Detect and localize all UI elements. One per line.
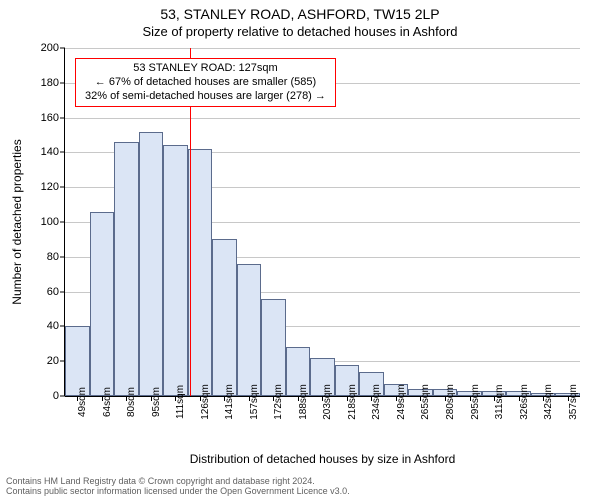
x-axis-label: Distribution of detached houses by size … [65, 452, 580, 466]
y-tick-label: 140 [41, 146, 59, 158]
x-tick-label: 234sqm [371, 384, 382, 420]
y-tick-mark [60, 82, 65, 83]
x-tick-label: 265sqm [420, 384, 431, 420]
x-tick-label: 203sqm [322, 384, 333, 420]
y-tick-mark [60, 222, 65, 223]
y-tick-label: 100 [41, 216, 59, 228]
x-tick-label: 280sqm [445, 384, 456, 420]
chart-title-main: 53, STANLEY ROAD, ASHFORD, TW15 2LP [0, 6, 600, 22]
x-tick-label: 157sqm [249, 384, 260, 420]
y-tick-mark [60, 187, 65, 188]
chart-container: 53, STANLEY ROAD, ASHFORD, TW15 2LP Size… [0, 0, 600, 500]
y-tick-label: 40 [47, 320, 59, 332]
histogram-bar [65, 326, 90, 396]
x-tick-label: 95sqm [151, 387, 162, 417]
y-tick-label: 20 [47, 355, 59, 367]
x-tick-label: 249sqm [396, 384, 407, 420]
x-tick-label: 218sqm [347, 384, 358, 420]
x-tick-label: 311sqm [494, 385, 505, 420]
y-tick-mark [60, 361, 65, 362]
y-tick-label: 180 [41, 77, 59, 89]
y-tick-label: 60 [47, 286, 59, 298]
y-tick-label: 120 [41, 181, 59, 193]
y-tick-label: 200 [41, 42, 59, 54]
x-tick-label: 326sqm [519, 384, 530, 420]
chart-title-sub: Size of property relative to detached ho… [0, 24, 600, 39]
x-tick-label: 64sqm [102, 387, 113, 417]
y-tick-label: 80 [47, 251, 59, 263]
annotation-line1: 53 STANLEY ROAD: 127sqm [85, 62, 326, 76]
x-tick-label: 172sqm [273, 384, 284, 420]
histogram-bar [163, 145, 188, 396]
y-tick-mark [60, 326, 65, 327]
y-axis-label: Number of detached properties [10, 48, 24, 396]
footer-line2: Contains public sector information licen… [6, 487, 350, 497]
x-tick-label: 295sqm [470, 384, 481, 420]
annotation-box: 53 STANLEY ROAD: 127sqm ← 67% of detache… [75, 58, 336, 107]
y-tick-label: 160 [41, 112, 59, 124]
histogram-bar [212, 239, 237, 396]
annotation-line3: 32% of semi-detached houses are larger (… [85, 90, 326, 104]
y-tick-label: 0 [53, 390, 59, 402]
histogram-bar [139, 132, 164, 396]
histogram-bar [188, 149, 213, 396]
y-tick-mark [60, 256, 65, 257]
y-tick-mark [60, 152, 65, 153]
x-tick-label: 80sqm [126, 387, 137, 417]
y-tick-mark [60, 291, 65, 292]
y-tick-mark [60, 396, 65, 397]
histogram-bar [261, 299, 286, 396]
x-tick-label: 111sqm [175, 385, 186, 419]
x-tick-label: 188sqm [298, 384, 309, 420]
plot-area: 53 STANLEY ROAD: 127sqm ← 67% of detache… [65, 48, 580, 396]
x-tick-label: 49sqm [77, 387, 88, 417]
y-tick-mark [60, 117, 65, 118]
histogram-bar [114, 142, 139, 396]
x-tick-label: 141sqm [224, 384, 235, 420]
x-tick-label: 342sqm [543, 384, 554, 420]
histogram-bar [90, 212, 115, 396]
footer-attribution: Contains HM Land Registry data © Crown c… [6, 477, 350, 497]
x-tick-label: 357sqm [568, 384, 579, 420]
y-tick-mark [60, 48, 65, 49]
histogram-bar [237, 264, 262, 396]
x-tick-label: 126sqm [200, 384, 211, 420]
annotation-line2: ← 67% of detached houses are smaller (58… [85, 76, 326, 90]
